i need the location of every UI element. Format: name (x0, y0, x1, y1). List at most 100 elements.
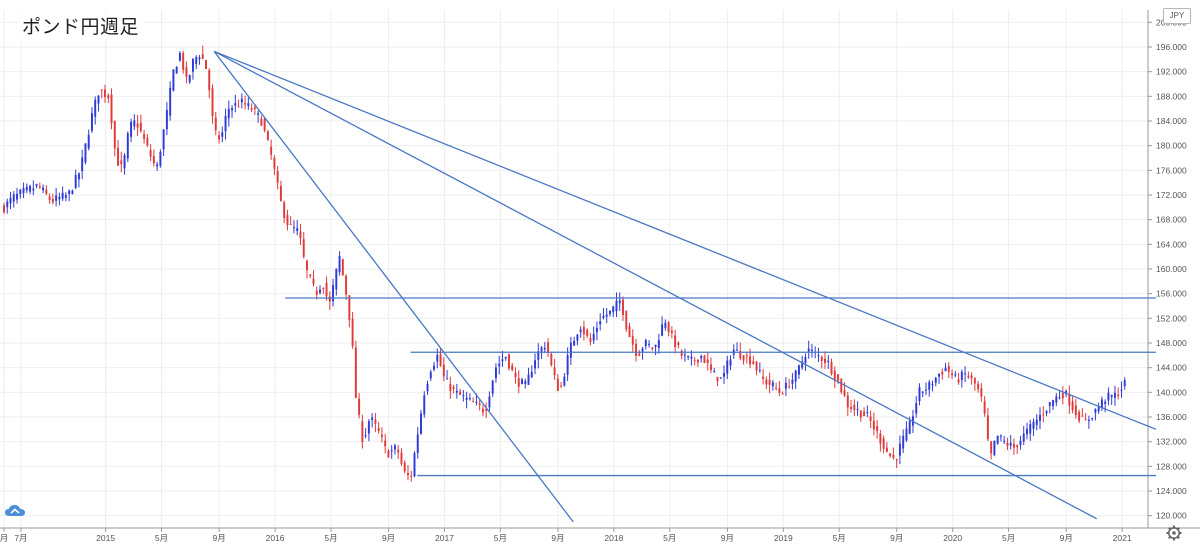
candle-body (237, 106, 240, 108)
candle-body (569, 342, 572, 358)
candle-body (664, 322, 667, 328)
candle-body (32, 188, 35, 191)
candle-body (612, 306, 615, 313)
y-tick-label: 136.000 (1156, 412, 1187, 422)
candle-body (543, 347, 546, 350)
candle-body (859, 410, 862, 418)
candle-body (364, 435, 367, 437)
candle-body (292, 227, 295, 229)
candle-body (537, 351, 540, 360)
candle-body (195, 56, 198, 65)
candle-body (996, 435, 999, 444)
candle-body (547, 342, 550, 353)
candle-body (951, 373, 954, 376)
candle-body (1107, 392, 1110, 401)
candle-body (644, 340, 647, 347)
candle-body (315, 290, 318, 295)
candle-body (19, 189, 22, 195)
x-tick-label: 2020 (943, 533, 962, 543)
candle-body (905, 428, 908, 441)
candle-body (1022, 433, 1025, 442)
candle-body (749, 356, 752, 365)
candle-body (654, 344, 657, 348)
candle-body (550, 353, 553, 366)
x-tick-label: 5月 (663, 533, 676, 543)
candle-body (354, 347, 357, 399)
candle-body (289, 223, 292, 225)
candle-body (361, 421, 364, 443)
candle-body (221, 132, 224, 137)
candle-body (465, 397, 468, 400)
candle-body (1120, 389, 1123, 391)
candle-body (146, 138, 149, 146)
candle-body (589, 338, 592, 342)
candle-body (120, 160, 123, 165)
candle-body (358, 398, 361, 415)
candle-body (921, 391, 924, 393)
candle-body (755, 361, 758, 371)
candle-body (475, 401, 478, 403)
currency-label[interactable]: JPY (1163, 8, 1191, 24)
candle-body (615, 300, 618, 312)
candle-body (1055, 396, 1058, 403)
candle-body (276, 171, 279, 183)
candle-body (61, 192, 64, 199)
candle-body (778, 388, 781, 393)
x-tick-label: 2018 (604, 533, 623, 543)
candle-body (941, 371, 944, 375)
candle-body (45, 189, 48, 194)
candle-body (113, 121, 116, 149)
candle-body (439, 354, 442, 366)
candle-body (934, 377, 937, 383)
candle-body (413, 453, 416, 477)
candle-body (1006, 442, 1009, 446)
candle-body (810, 349, 813, 352)
candle-body (9, 197, 12, 204)
candle-body (954, 374, 957, 376)
candle-body (781, 393, 784, 395)
candle-body (306, 260, 308, 271)
candle-body (703, 355, 706, 363)
candle-body (863, 411, 866, 417)
x-tick-label: 7月 (14, 533, 27, 543)
candle-body (1012, 443, 1015, 448)
candle-body (22, 188, 25, 194)
candle-body (71, 190, 74, 194)
y-tick-label: 132.000 (1156, 437, 1187, 447)
candle-body (504, 356, 507, 359)
candle-body (1016, 445, 1019, 448)
x-tick-label: 2017 (435, 533, 454, 543)
candle-body (706, 359, 709, 364)
candle-body (302, 239, 305, 257)
candle-body (319, 289, 321, 293)
candle-body (807, 348, 810, 352)
candle-body (1048, 402, 1051, 406)
x-tick-label: 9月 (1060, 533, 1073, 543)
candle-body (338, 255, 341, 273)
candle-body (853, 404, 856, 410)
candle-body (393, 445, 396, 450)
candle-body (931, 384, 934, 386)
gear-icon[interactable] (1160, 522, 1188, 544)
candle-body (771, 382, 774, 387)
candle-body (218, 135, 220, 140)
candle-body (713, 371, 716, 373)
y-tick-label: 176.000 (1156, 165, 1187, 175)
x-tick-label: 2021 (1113, 533, 1132, 543)
candle-body (247, 103, 250, 107)
trend-line (213, 50, 1157, 430)
candle-body (1026, 428, 1028, 435)
candle-body (892, 454, 895, 458)
y-tick-label: 192.000 (1156, 67, 1187, 77)
candle-body (374, 419, 377, 424)
candle-body (426, 384, 429, 392)
cloud-icon[interactable] (4, 502, 26, 520)
candle-body (928, 382, 931, 390)
candle-body (973, 377, 976, 384)
candle-body (162, 129, 165, 150)
candle-body (1035, 419, 1038, 425)
candle-body (468, 398, 471, 400)
candle-body (442, 364, 445, 377)
candle-body (51, 198, 54, 203)
candle-body (925, 389, 927, 391)
